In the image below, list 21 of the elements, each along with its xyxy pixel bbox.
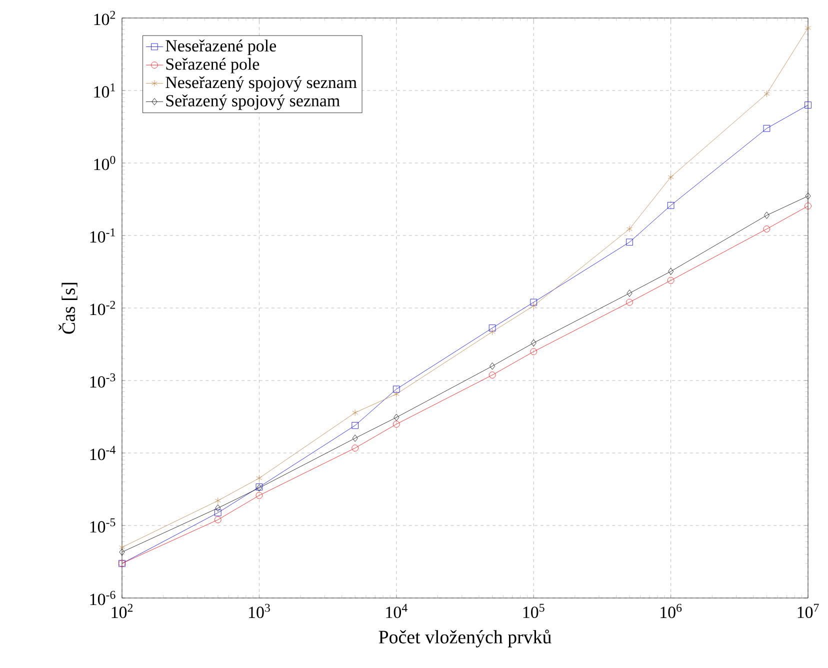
- y-tick-label: 10$^{1}$: [94, 83, 115, 98]
- y-tick-label: 10$^{-3}$: [90, 373, 116, 388]
- legend-label: Seřazené pole: [166, 58, 260, 74]
- x-tick-label: 10$^{3}$: [249, 604, 270, 618]
- legend-label: Neseřazené pole: [166, 40, 276, 55]
- x-tick-label: 10$^{5}$: [523, 604, 544, 618]
- y-tick-label: 10$^{-2}$: [90, 300, 116, 316]
- x-tick-label: 10$^{2}$: [112, 604, 133, 618]
- x-tick-label: 10$^{4}$: [386, 604, 408, 618]
- y-tick-label: 10$^{-6}$: [90, 590, 116, 606]
- y-axis-title: Čas [s]: [58, 282, 78, 334]
- x-tick-label: 10$^{6}$: [660, 604, 682, 618]
- legend-label: Seřazený spojový seznam: [166, 94, 340, 110]
- x-axis-title: Počet vložených prvků: [378, 630, 552, 648]
- x-tick-label: 10$^{7}$: [798, 604, 819, 618]
- y-tick-label: 10$^{0}$: [94, 156, 116, 170]
- y-tick-label: 10$^{2}$: [94, 10, 116, 26]
- legend-label: Neseřazený spojový seznam: [166, 76, 357, 92]
- y-tick-label: 10$^{-4}$: [90, 446, 116, 460]
- y-tick-label: 10$^{-1}$: [90, 228, 115, 243]
- y-tick-label: 10$^{-5}$: [90, 518, 116, 533]
